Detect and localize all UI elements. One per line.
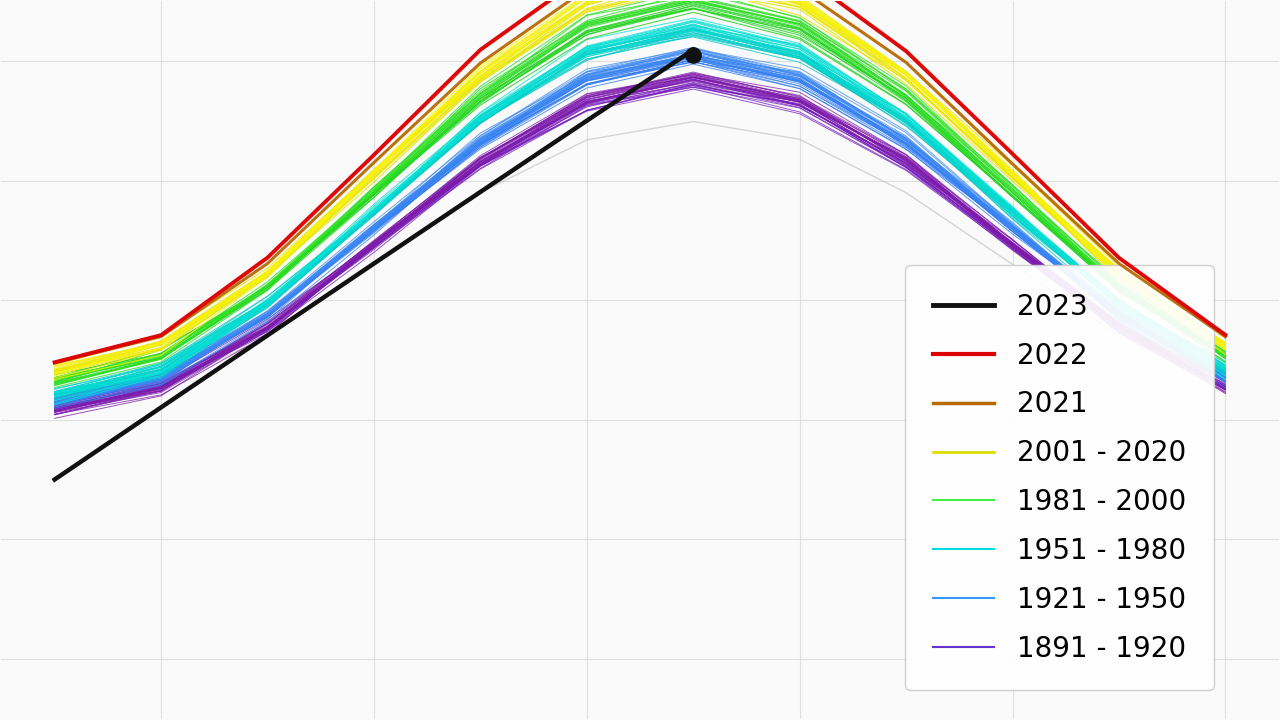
Legend: 2023, 2022, 2021, 2001 - 2020, 1981 - 2000, 1951 - 1980, 1921 - 1950, 1891 - 192: 2023, 2022, 2021, 2001 - 2020, 1981 - 20… — [905, 265, 1213, 690]
